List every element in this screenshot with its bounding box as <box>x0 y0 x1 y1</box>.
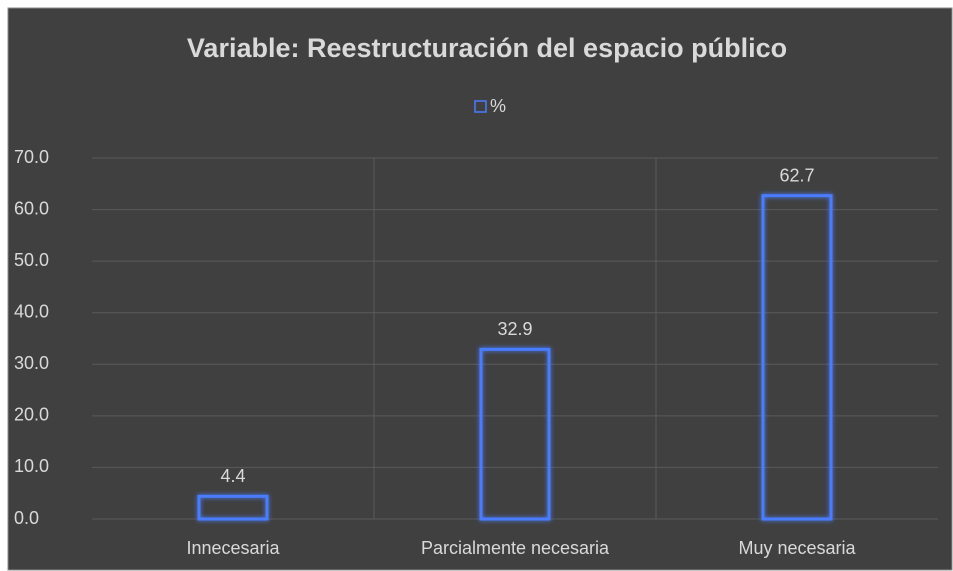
y-tick-label: 60.0 <box>14 198 49 218</box>
chart-title: Variable: Reestructuración del espacio p… <box>187 33 787 63</box>
y-tick-label: 10.0 <box>14 456 49 476</box>
y-tick-label: 30.0 <box>14 353 49 373</box>
data-label: 62.7 <box>779 165 814 185</box>
x-tick-label: Parcialmente necesaria <box>421 538 610 558</box>
data-label: 4.4 <box>220 466 245 486</box>
legend-label: % <box>490 96 506 116</box>
bar <box>479 347 551 521</box>
y-tick-label: 0.0 <box>14 508 39 528</box>
y-tick-label: 50.0 <box>14 250 49 270</box>
legend-swatch <box>474 100 487 113</box>
x-tick-label: Innecesaria <box>186 538 280 558</box>
y-tick-label: 20.0 <box>14 405 49 425</box>
y-tick-label: 70.0 <box>14 147 49 167</box>
bar <box>197 494 269 521</box>
bar <box>761 194 833 521</box>
y-tick-label: 40.0 <box>14 301 49 321</box>
data-label: 32.9 <box>497 319 532 339</box>
x-tick-label: Muy necesaria <box>738 538 856 558</box>
